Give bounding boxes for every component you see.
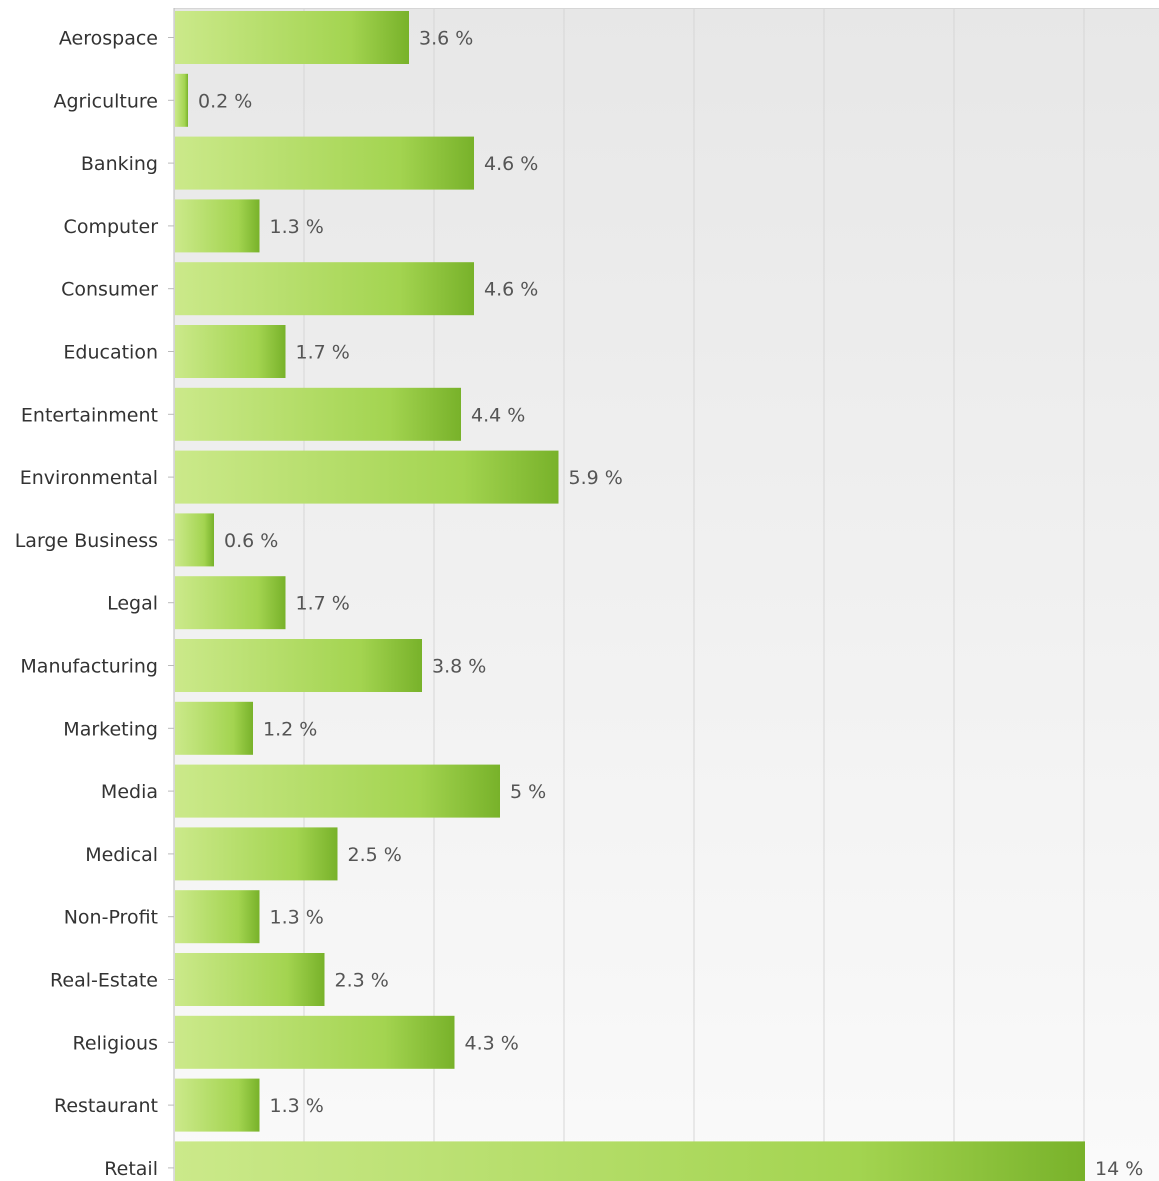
value-label: 5.9 % [569,467,623,489]
category-label: Religious [73,1032,159,1054]
value-label: 0.2 % [198,90,252,112]
value-label: 1.7 % [296,593,350,615]
category-label: Aerospace [59,28,158,50]
value-label: 1.7 % [296,342,350,364]
category-label: Manufacturing [20,656,158,678]
grid-lines [174,8,1159,1181]
category-label: Real-Estate [50,970,158,992]
bar-large-business [175,513,214,567]
category-label: Marketing [63,718,158,740]
bar-entertainment [175,387,461,441]
bar-medical [175,827,338,881]
category-labels: Aerospace Agriculture Banking Computer Consu… [15,28,158,1180]
value-label: 5 % [510,781,546,803]
category-label: Agriculture [54,90,159,112]
bar-manufacturing [175,639,422,692]
value-label: 1.3 % [270,216,324,238]
value-label: 1.3 % [270,907,324,929]
value-label: 2.3 % [335,970,389,992]
value-label: 4.4 % [471,404,525,426]
bar-restaurant [175,1078,260,1132]
bar-agriculture [175,73,188,127]
value-label: 4.6 % [484,153,538,175]
bar-retail [175,1141,1085,1181]
bar-marketing [175,701,253,755]
value-label: 1.3 % [270,1095,324,1117]
category-label: Computer [64,216,159,238]
value-label: 14 % [1095,1158,1143,1180]
bar-computer [175,199,260,253]
value-label: 0.6 % [224,530,278,552]
bar-real-estate [175,953,325,1006]
bar-consumer [175,262,474,316]
category-label: Restaurant [54,1095,158,1117]
value-label: 3.8 % [432,656,486,678]
bar-religious [175,1015,455,1069]
category-label: Education [63,342,158,364]
bar-banking [175,136,474,190]
bar-non-profit [175,890,260,944]
category-label: Environmental [20,467,158,489]
value-label: 3.6 % [419,28,473,50]
value-label: 4.6 % [484,279,538,301]
category-label: Medical [85,844,158,866]
category-label: Legal [107,593,158,615]
category-label: Consumer [61,279,158,301]
category-label: Entertainment [21,404,158,426]
bar-media [175,764,500,818]
category-label: Non-Profit [64,907,158,929]
value-label: 1.2 % [263,718,317,740]
category-label: Large Business [15,530,158,552]
bar-education [175,325,286,378]
bar-aerospace [175,11,409,64]
value-label: 2.5 % [348,844,402,866]
value-label: 4.3 % [465,1032,519,1054]
category-label: Media [101,781,158,803]
category-label: Banking [81,153,158,175]
bars [168,11,1085,1181]
plot-area [174,8,1159,1181]
bar-legal [175,576,286,630]
bar-environmental [175,450,559,504]
value-labels: 3.6 % 0.2 % 4.6 % 1.3 % 4.6 % 1.7 % 4.4 % 5.9 %… [198,28,1143,1180]
category-label: Retail [104,1158,158,1180]
